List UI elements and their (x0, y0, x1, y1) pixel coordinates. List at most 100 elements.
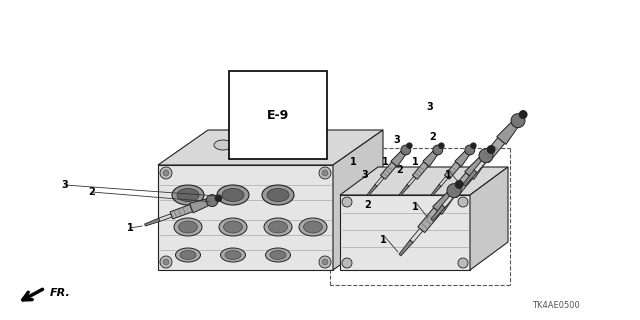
Ellipse shape (269, 221, 287, 233)
Ellipse shape (294, 140, 312, 150)
Text: TK4AE0500: TK4AE0500 (532, 301, 580, 310)
Text: 1: 1 (381, 157, 388, 167)
Polygon shape (482, 138, 505, 163)
Circle shape (319, 256, 331, 268)
Ellipse shape (174, 218, 202, 236)
Ellipse shape (267, 188, 289, 202)
Ellipse shape (175, 248, 200, 262)
Circle shape (342, 258, 352, 268)
Ellipse shape (264, 218, 292, 236)
Circle shape (342, 197, 352, 207)
Text: 2: 2 (429, 132, 436, 142)
Polygon shape (391, 151, 405, 167)
Polygon shape (497, 123, 517, 144)
Polygon shape (450, 173, 473, 198)
Ellipse shape (177, 188, 199, 202)
Ellipse shape (223, 221, 243, 233)
Polygon shape (463, 170, 477, 186)
Text: 1: 1 (349, 157, 356, 167)
Ellipse shape (303, 221, 323, 233)
Polygon shape (474, 158, 487, 172)
Polygon shape (431, 205, 445, 221)
Text: 3: 3 (61, 180, 68, 190)
Circle shape (511, 114, 525, 128)
Circle shape (455, 180, 463, 188)
Polygon shape (375, 176, 384, 186)
Text: 1: 1 (380, 235, 387, 245)
Polygon shape (418, 208, 441, 233)
Polygon shape (340, 167, 508, 195)
Ellipse shape (219, 218, 247, 236)
Polygon shape (410, 228, 423, 243)
Text: 2: 2 (397, 165, 403, 175)
Polygon shape (158, 165, 333, 270)
Ellipse shape (217, 185, 249, 205)
Polygon shape (439, 176, 448, 186)
Circle shape (406, 143, 412, 148)
Polygon shape (465, 157, 485, 180)
Circle shape (322, 170, 328, 176)
Ellipse shape (225, 251, 241, 260)
Ellipse shape (270, 251, 286, 260)
Circle shape (479, 149, 493, 163)
Text: 3: 3 (362, 170, 369, 180)
Circle shape (470, 143, 476, 148)
Polygon shape (470, 167, 508, 270)
Polygon shape (145, 218, 160, 226)
Polygon shape (340, 195, 470, 270)
Circle shape (163, 170, 169, 176)
Circle shape (438, 143, 444, 148)
Ellipse shape (222, 188, 244, 202)
Ellipse shape (299, 218, 327, 236)
Polygon shape (431, 184, 441, 196)
Ellipse shape (254, 140, 272, 150)
Ellipse shape (262, 185, 294, 205)
Ellipse shape (180, 251, 196, 260)
Text: 3: 3 (394, 135, 401, 145)
Text: 1: 1 (412, 202, 419, 212)
Ellipse shape (221, 248, 246, 262)
Circle shape (322, 259, 328, 265)
Polygon shape (380, 162, 397, 179)
Polygon shape (170, 204, 193, 219)
Circle shape (458, 197, 468, 207)
Text: 1: 1 (445, 170, 451, 180)
Circle shape (519, 110, 527, 118)
Text: 1: 1 (127, 223, 133, 233)
Polygon shape (333, 130, 383, 270)
Circle shape (215, 195, 222, 202)
Circle shape (487, 146, 495, 154)
Circle shape (163, 259, 169, 265)
Polygon shape (412, 162, 429, 179)
Text: 2: 2 (88, 187, 95, 197)
Text: FR.: FR. (50, 288, 71, 298)
Polygon shape (407, 176, 416, 186)
Polygon shape (455, 151, 469, 167)
Polygon shape (444, 162, 461, 179)
Ellipse shape (214, 140, 232, 150)
Circle shape (160, 167, 172, 179)
Polygon shape (367, 184, 377, 196)
Ellipse shape (172, 185, 204, 205)
Circle shape (160, 256, 172, 268)
Circle shape (465, 145, 475, 155)
Ellipse shape (266, 248, 291, 262)
Polygon shape (189, 199, 209, 213)
Circle shape (401, 145, 411, 155)
Text: E-9: E-9 (267, 108, 289, 122)
Polygon shape (158, 130, 383, 165)
Ellipse shape (179, 221, 198, 233)
Text: 1: 1 (412, 157, 419, 167)
Polygon shape (423, 151, 437, 167)
Text: 2: 2 (365, 200, 371, 210)
Circle shape (447, 184, 461, 198)
Polygon shape (159, 214, 172, 221)
Polygon shape (433, 193, 453, 214)
Text: 3: 3 (427, 102, 433, 112)
Polygon shape (442, 193, 455, 207)
Circle shape (206, 195, 218, 206)
Circle shape (319, 167, 331, 179)
Circle shape (433, 145, 443, 155)
Circle shape (458, 258, 468, 268)
Polygon shape (399, 240, 413, 256)
